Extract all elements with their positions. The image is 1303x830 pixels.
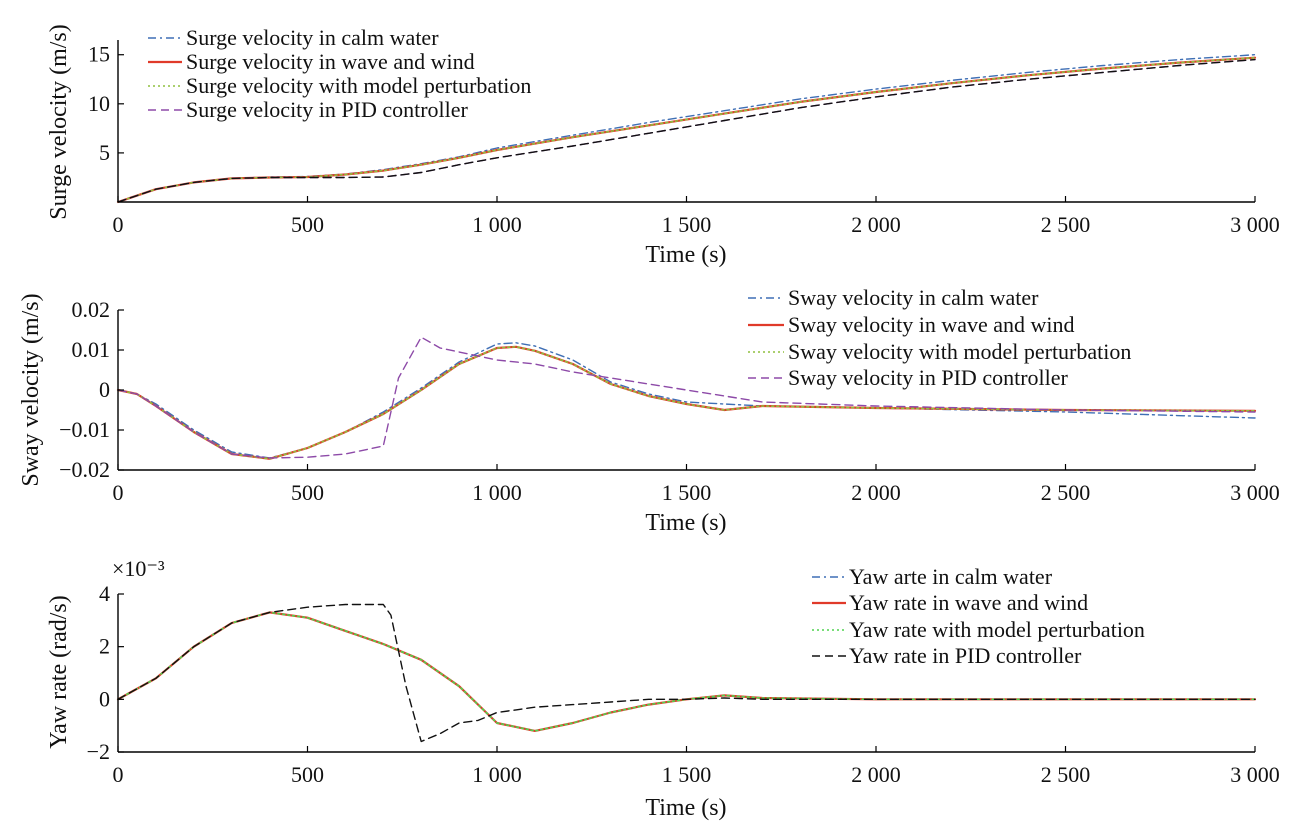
yaw-x-tick-label: 1 500: [662, 762, 712, 787]
surge-x-tick-label: 1 500: [662, 212, 712, 237]
sway-y-ticks: −0.02 −0.01 0 0.01 0.02: [59, 297, 124, 482]
yaw-y-tick-label: 0: [99, 686, 110, 711]
yaw-scale-label: ×10⁻³: [112, 556, 165, 581]
sway-x-tick-label: 2 500: [1041, 480, 1091, 505]
yaw-legend: Yaw arte in calm water Yaw rate in wave …: [812, 564, 1145, 668]
surge-x-tick-label: 0: [113, 212, 124, 237]
surge-plot-area: [116, 54, 1257, 204]
surge-y-tick-label: 5: [99, 140, 110, 165]
sway-y-tick-label: 0.01: [72, 337, 111, 362]
legend-label-wave-wind: Surge velocity in wave and wind: [186, 49, 475, 74]
legend-label-perturbation: Yaw rate with model perturbation: [849, 617, 1145, 642]
yaw-y-tick-label: 4: [99, 581, 110, 606]
legend-label-calm: Sway velocity in calm water: [788, 285, 1039, 310]
yaw-series-pid: [117, 603, 1256, 743]
yaw-plot-area: [116, 603, 1257, 743]
yaw-y-tick-label: 2: [99, 634, 110, 659]
surge-legend: Surge velocity in calm water Surge veloc…: [148, 25, 531, 122]
surge-y-label: Surge velocity (m/s): [46, 24, 72, 220]
yaw-x-ticks: 0 500 1 000 1 500 2 000 2 500 3 000: [113, 746, 1280, 787]
sway-series-calm: [117, 342, 1256, 459]
surge-x-tick-label: 500: [291, 212, 324, 237]
yaw-x-tick-label: 2 000: [851, 762, 901, 787]
surge-y-ticks: 5 10 15: [88, 42, 124, 165]
sway-y-tick-label: 0: [99, 377, 110, 402]
surge-x-tick-label: 2 000: [851, 212, 901, 237]
legend-label-pid: Surge velocity in PID controller: [186, 97, 469, 122]
legend-label-perturbation: Sway velocity with model perturbation: [788, 339, 1131, 364]
yaw-x-tick-label: 3 000: [1230, 762, 1280, 787]
sway-x-tick-label: 500: [291, 480, 324, 505]
surge-x-tick-label: 2 500: [1041, 212, 1091, 237]
surge-y-tick-label: 10: [88, 91, 110, 116]
sway-x-tick-label: 1 500: [662, 480, 712, 505]
yaw-x-tick-label: 2 500: [1041, 762, 1091, 787]
yaw-y-tick-label: −2: [87, 739, 110, 764]
surge-panel: 0 500 1 000 1 500 2 000 2 500 3 000 5 10 15 Time…: [46, 24, 1280, 268]
legend-label-calm: Yaw arte in calm water: [849, 564, 1053, 589]
sway-x-tick-label: 3 000: [1230, 480, 1280, 505]
yaw-x-tick-label: 500: [291, 762, 324, 787]
legend-label-wave-wind: Sway velocity in wave and wind: [788, 312, 1075, 337]
sway-x-ticks: 0 500 1 000 1 500 2 000 2 500 3 000: [113, 464, 1280, 505]
surge-series-pid-overlay: [117, 58, 1256, 203]
legend-label-wave-wind: Yaw rate in wave and wind: [849, 590, 1088, 615]
surge-x-ticks: 0 500 1 000 1 500 2 000 2 500 3 000: [113, 196, 1280, 237]
sway-y-tick-label: −0.02: [59, 457, 110, 482]
surge-y-tick-label: 15: [88, 42, 110, 67]
surge-x-tick-label: 1 000: [472, 212, 522, 237]
sway-x-tick-label: 2 000: [851, 480, 901, 505]
surge-series-perturbation: [117, 56, 1256, 203]
sway-plot-area: [116, 336, 1257, 460]
sway-x-label: Time (s): [645, 510, 726, 536]
yaw-x-label: Time (s): [645, 795, 726, 821]
legend-label-pid: Sway velocity in PID controller: [788, 365, 1069, 390]
yaw-x-tick-label: 1 000: [472, 762, 522, 787]
legend-label-calm: Surge velocity in calm water: [186, 25, 439, 50]
sway-series-pid: [117, 336, 1256, 459]
legend-label-perturbation: Surge velocity with model perturbation: [186, 73, 531, 98]
yaw-y-label: Yaw rate (rad/s): [46, 595, 72, 749]
sway-x-tick-label: 1 000: [472, 480, 522, 505]
sway-y-tick-label: 0.02: [72, 297, 111, 322]
yaw-y-ticks: −2 0 2 4: [87, 581, 124, 764]
sway-panel: 0 500 1 000 1 500 2 000 2 500 3 000 −0.02 −0.01…: [18, 285, 1280, 536]
surge-x-label: Time (s): [645, 242, 726, 268]
yaw-x-tick-label: 0: [113, 762, 124, 787]
sway-y-tick-label: −0.01: [59, 417, 110, 442]
surge-x-tick-label: 3 000: [1230, 212, 1280, 237]
sway-legend: Sway velocity in calm water Sway velocit…: [748, 285, 1131, 390]
sway-y-label: Sway velocity (m/s): [18, 293, 44, 486]
legend-label-pid: Yaw rate in PID controller: [849, 643, 1082, 668]
sway-x-tick-label: 0: [113, 480, 124, 505]
